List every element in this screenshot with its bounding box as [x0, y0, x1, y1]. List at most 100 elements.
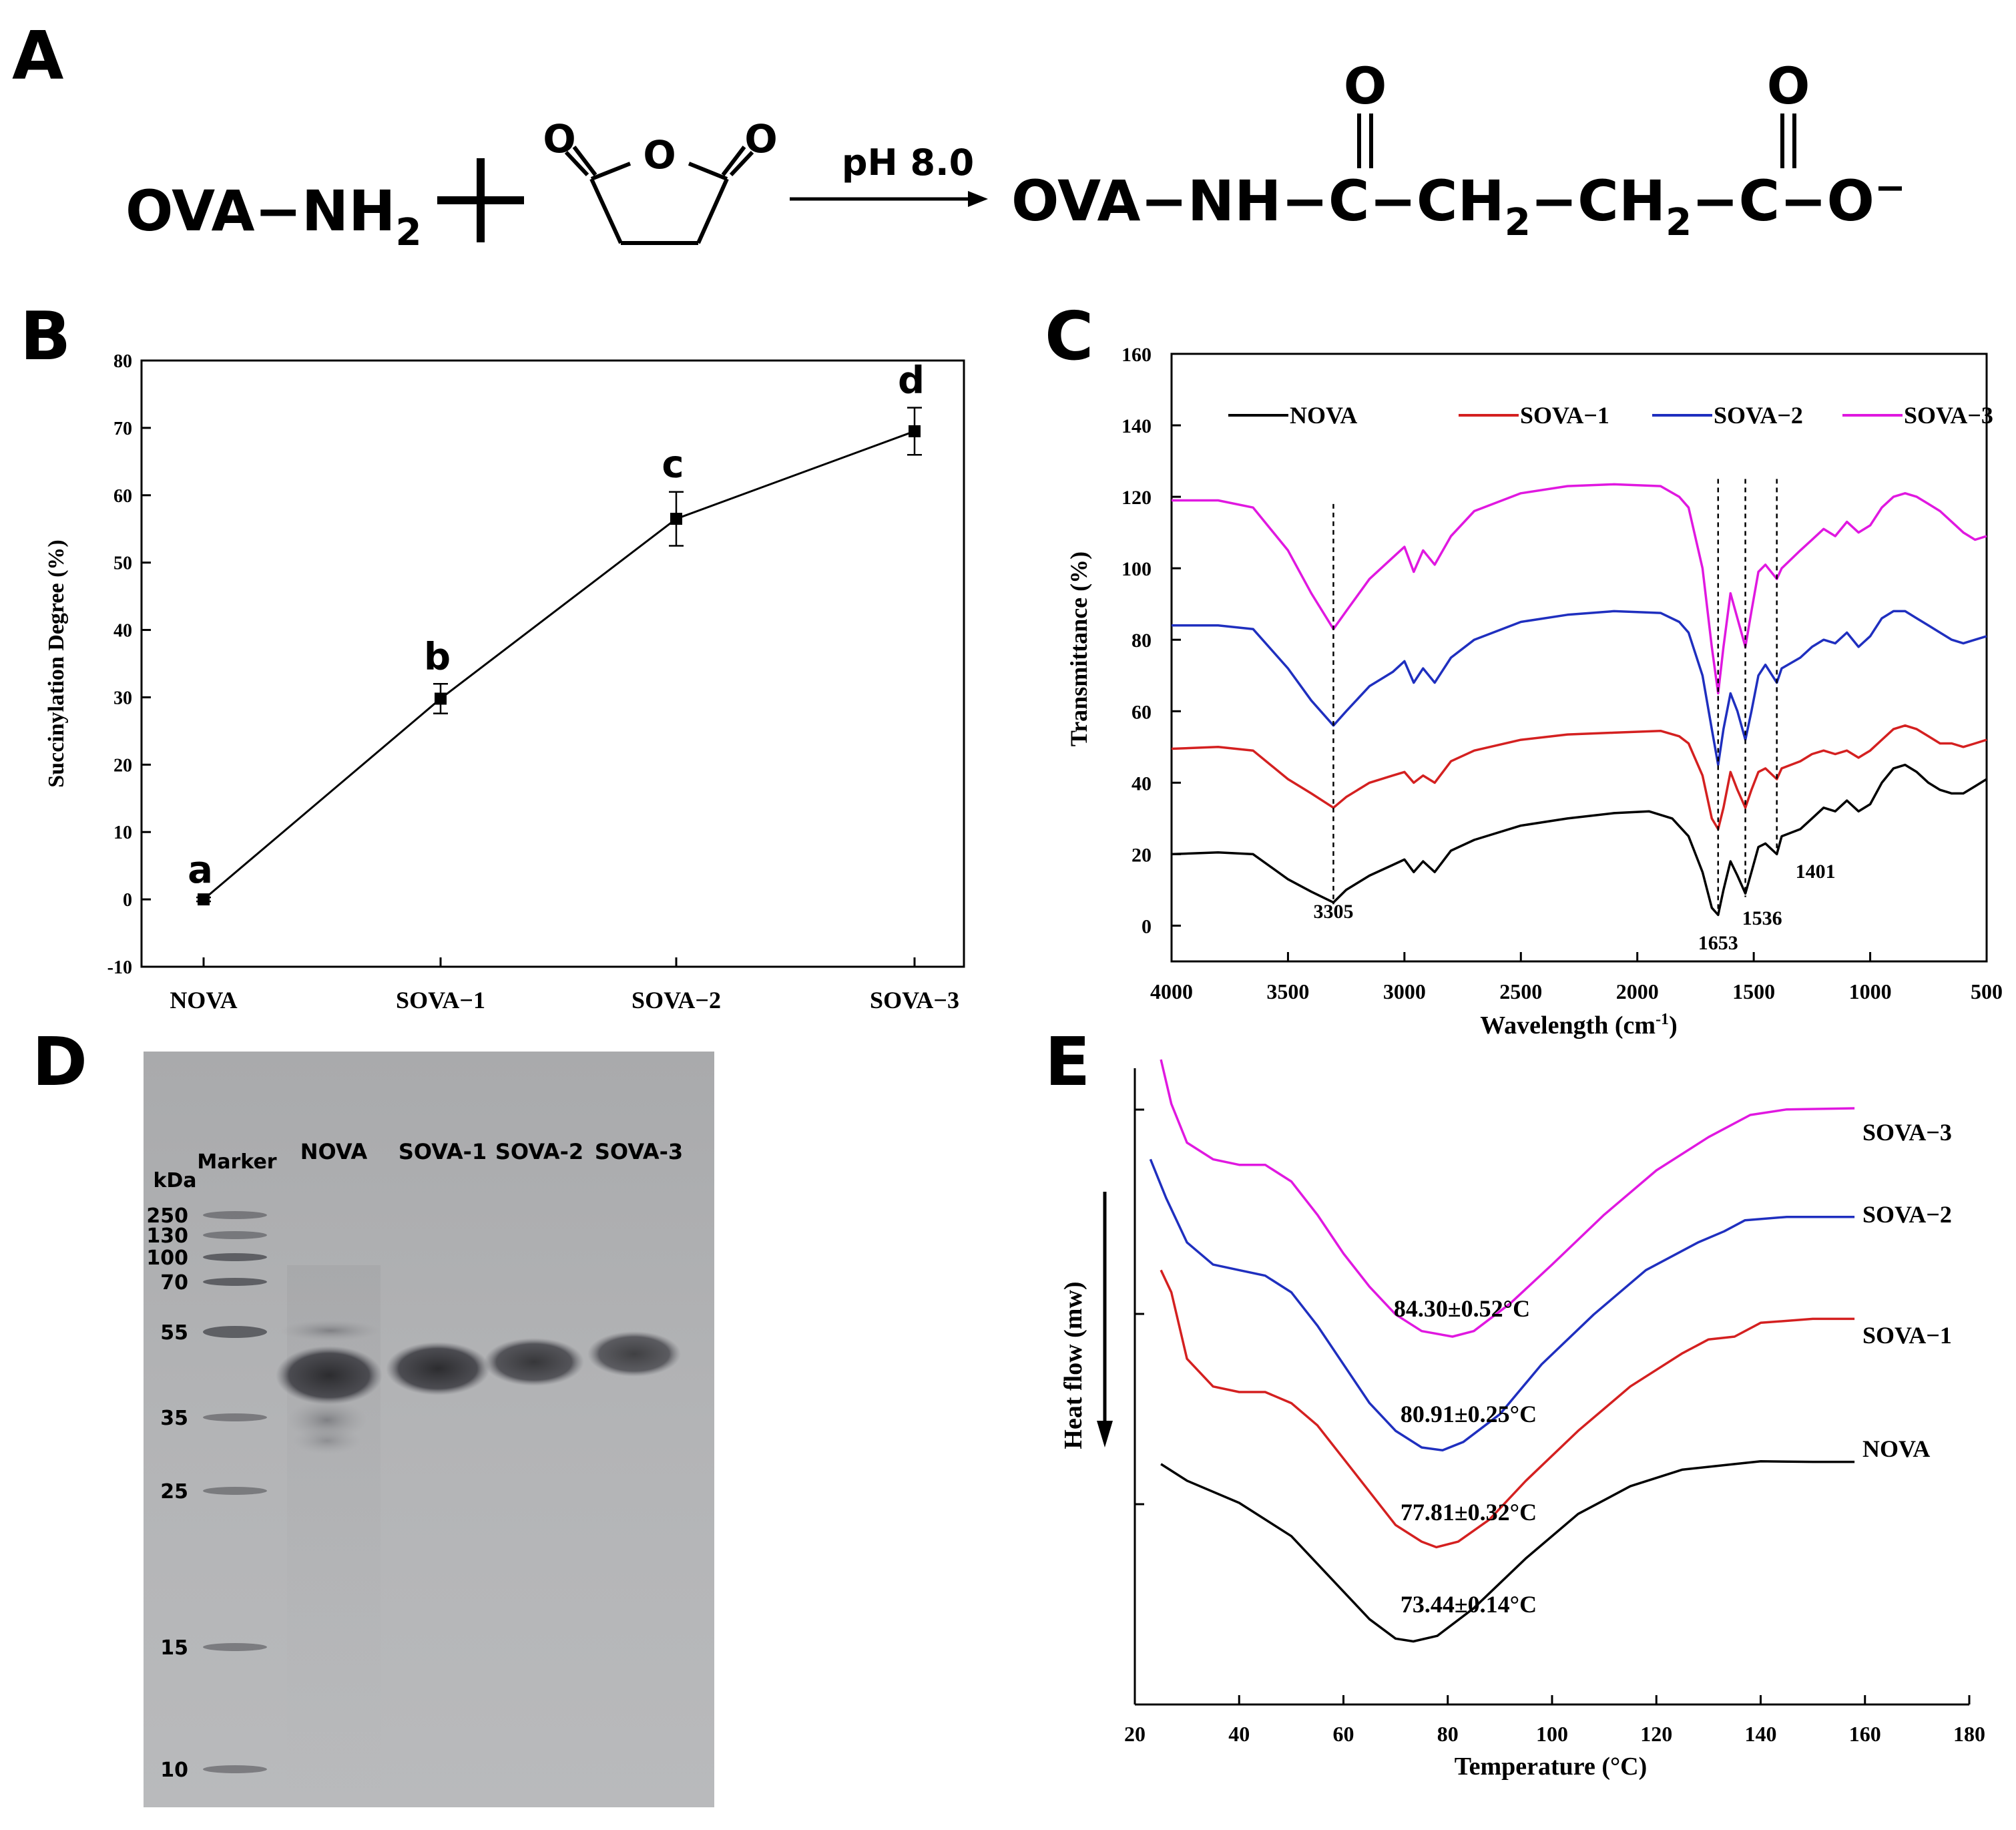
spectrum-line-c: [1171, 763, 1987, 917]
spectrum-line-c: [1171, 724, 1987, 831]
gel-lane-labels: NOVA SOVA-1 SOVA-2 SOVA-3: [300, 1139, 683, 1164]
dsc-curve-e: [1160, 1460, 1855, 1643]
marker-size-label: 100: [146, 1246, 188, 1270]
dsc-series-label-e: SOVA−2: [1862, 1201, 1952, 1228]
peak-label-c: 1653: [1698, 932, 1738, 954]
gel-lane-label: NOVA: [300, 1139, 368, 1164]
legend-c: NOVA SOVA−1 SOVA−2 SOVA−3: [1228, 402, 1993, 429]
marker-size-label: 250: [146, 1204, 188, 1228]
significance-label-b: b: [424, 635, 451, 678]
dsc-series-label-e: SOVA−3: [1862, 1119, 1952, 1146]
marker-band: [203, 1211, 267, 1219]
y-axis-title-c: Transmittance (%): [1065, 551, 1092, 746]
x-axis-title-c: Wavelength (cm-1): [1480, 1011, 1677, 1040]
peak-label-c: 1536: [1742, 907, 1782, 929]
y-tick-label-b: 10: [113, 823, 132, 843]
y-tick-label-b: 0: [123, 890, 132, 911]
dsc-peak-label-e: 80.91±0.25°C: [1401, 1401, 1537, 1427]
y-tick-label-b: 70: [113, 419, 132, 439]
gel-kda-label: kDa: [153, 1169, 196, 1192]
x-axis-b: NOVA SOVA−1 SOVA−2 SOVA−3: [170, 957, 959, 1013]
reaction-arrow: [790, 191, 988, 207]
succinic-anhydride-structure: [564, 146, 754, 245]
x-tick-label-c: 2000: [1616, 979, 1659, 1003]
marker-band: [203, 1765, 267, 1773]
x-tick-label-c: 1000: [1849, 979, 1892, 1003]
y-tick-label-c: 160: [1121, 344, 1152, 366]
series-line-b: [203, 430, 915, 901]
significance-label-b: a: [188, 849, 213, 892]
panel-letter-b: B: [20, 297, 71, 375]
y-tick-label-b: 30: [113, 688, 132, 708]
gel-marker-label: Marker: [197, 1150, 276, 1174]
axes-c: 0 20 40 60 80 100 120 140 160 4000 3500 3000 2500 200…: [1121, 344, 2003, 1003]
y-tick-label-c: 0: [1142, 915, 1152, 937]
y-tick-label-c: 20: [1131, 844, 1152, 866]
x-tick-label-c: 1500: [1732, 979, 1775, 1003]
x-tick-label-b: SOVA−1: [396, 987, 485, 1013]
peak-label-c: 3305: [1313, 901, 1353, 923]
legend-label-c: SOVA−3: [1904, 402, 1993, 429]
y-tick-label-c: 60: [1131, 701, 1152, 723]
data-point-b: [909, 425, 921, 437]
x-tick-label-e: 180: [1953, 1722, 1985, 1746]
dsc-curve-e: [1160, 1059, 1855, 1338]
product-formula: OVA−NH−C−CH2−CH2−C−O−: [1011, 166, 1906, 244]
marker-size-label: 25: [160, 1480, 188, 1504]
marker-band: [203, 1231, 267, 1239]
y-tick-label-c: 140: [1121, 415, 1152, 437]
y-tick-label-b: -10: [107, 957, 132, 978]
legend-label-c: SOVA−1: [1520, 402, 1609, 429]
x-tick-label-b: SOVA−2: [632, 987, 721, 1013]
carbonyl-oxygen-left: O: [543, 116, 575, 162]
x-tick-label-e: 60: [1333, 1722, 1354, 1746]
panel-letter-c: C: [1045, 297, 1093, 375]
plot-frame-c: [1170, 353, 1988, 963]
spectrum-line-c: [1172, 610, 1987, 766]
marker-band: [203, 1413, 267, 1421]
x-tick-label-c: 500: [1971, 979, 2003, 1003]
reactant-formula: OVA−NH2: [125, 178, 421, 254]
y-axis-title-e: Heat flow (mw): [1059, 1281, 1087, 1449]
x-tick-label-e: 100: [1536, 1722, 1568, 1746]
ring-oxygen: O: [643, 132, 676, 178]
carbonyl-double-bonds: [1357, 113, 1796, 168]
dsc-peak-label-e: 77.81±0.32°C: [1401, 1499, 1537, 1526]
panel-a: A OVA−NH2 O O O pH 8.0 OVA−NH−: [12, 17, 1906, 254]
y-tick-label-c: 120: [1121, 487, 1152, 509]
x-axis-title-e: Temperature (°C): [1455, 1753, 1648, 1781]
x-tick-label-e: 140: [1745, 1722, 1777, 1746]
significance-label-b: d: [898, 359, 925, 403]
carbonyl-oxygen-2: O: [1767, 56, 1810, 116]
heat-flow-arrow: [1097, 1192, 1113, 1447]
panel-b: B -10 0 10 20 30 40 50 60 70 80 NOVA SOVA−1 SOVA−2 S…: [20, 297, 965, 1013]
panel-e: E 20 40 60 80 100 120 140 160 180 NOVA 73.44±0.14…: [1045, 1023, 1985, 1781]
x-tick-label-e: 80: [1437, 1722, 1459, 1746]
carbonyl-oxygen-right: O: [744, 116, 777, 162]
axes-e: 20 40 60 80 100 120 140 160 180: [1124, 1108, 1985, 1746]
y-tick-label-b: 60: [113, 486, 132, 507]
panel-c: C 0 20 40 60 80 100 120 140 160 4000 3500 3000 2500 2…: [1045, 297, 2003, 1040]
significance-label-b: c: [662, 443, 684, 487]
dsc-series-label-e: SOVA−1: [1862, 1322, 1952, 1349]
x-tick-label-e: 120: [1640, 1722, 1672, 1746]
marker-band: [203, 1278, 267, 1286]
marker-size-label: 70: [160, 1271, 188, 1295]
y-tick-label-b: 20: [113, 755, 132, 776]
panel-letter-d: D: [32, 1023, 87, 1101]
panel-d: D Marker kDa NOVA SOVA-1 SOV: [32, 1023, 714, 1807]
gel-lane-label: SOVA-2: [495, 1139, 583, 1164]
dsc-peak-label-e: 73.44±0.14°C: [1401, 1591, 1537, 1618]
x-tick-label-c: 4000: [1150, 979, 1193, 1003]
gel-lane-label: SOVA-3: [595, 1139, 683, 1164]
carbonyl-oxygen-1: O: [1344, 56, 1387, 116]
plus-sign: [437, 158, 524, 242]
x-tick-label-e: 20: [1124, 1722, 1146, 1746]
y-tick-label-c: 100: [1121, 558, 1152, 580]
data-point-b: [198, 893, 210, 906]
y-tick-label-b: 80: [113, 351, 132, 372]
marker-band: [203, 1326, 267, 1338]
x-tick-label-e: 40: [1228, 1722, 1250, 1746]
